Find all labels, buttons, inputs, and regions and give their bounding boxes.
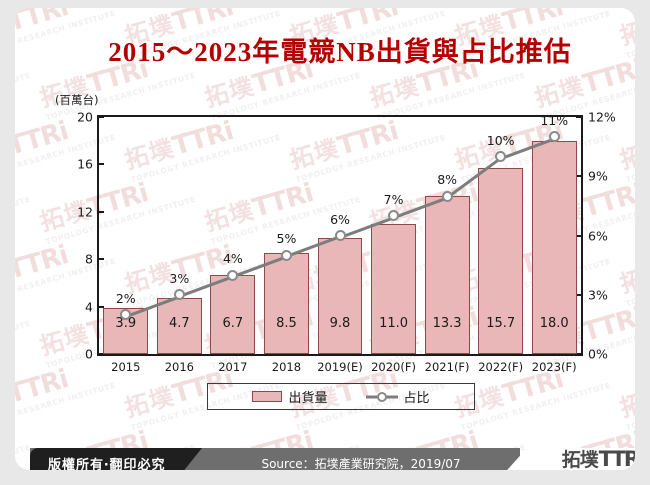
y-axis-tick-mark: [99, 210, 104, 213]
bar-2016: 4.7: [156, 298, 202, 354]
line-value-label: 5%: [276, 231, 297, 247]
legend-line-label: 占比: [403, 391, 430, 406]
plot-inner: 0 4 8 12 16 20 0% 3% 6% 9% 12% 3.9 4.7 6.7 8.5 9.8 11.0 1…: [77, 110, 616, 362]
page-title: 2015～2023年電競NB出貨與占比推估: [108, 37, 572, 67]
line-value-label: 7%: [383, 191, 404, 207]
bar-value-label: 13.3: [432, 316, 462, 331]
x-axis-tick-label: 2018: [271, 360, 302, 374]
bar-value-label: 15.7: [486, 316, 516, 331]
line-value-label: 3%: [169, 270, 190, 286]
x-axis-tick-label: 2022(F): [478, 360, 524, 374]
bar-2021(F): 13.3: [424, 196, 470, 354]
bar-value-label: 3.9: [115, 316, 137, 331]
line-value-label: 8%: [437, 172, 458, 187]
bar-2022(F): 15.7: [478, 167, 524, 354]
x-axis-tick-label: 2023(F): [531, 360, 577, 374]
footer-copyright-banner: 版權所有‧翻印必究: [30, 448, 202, 470]
line-marker-2017: [227, 269, 239, 281]
bar-2020(F): 11.0: [371, 223, 417, 354]
line-value-label: 6%: [330, 211, 350, 227]
x-axis-tick-label: 2021(F): [424, 360, 470, 374]
footer-source-text: Source：拓墣產業研究院，2019/07: [261, 456, 461, 471]
bar-2018: 8.5: [263, 253, 309, 354]
y-axis-tick-mark: [99, 353, 104, 355]
footer-bar: Source：拓墣產業研究院，2019/07 版權所有‧翻印必究 拓墣 TTRi…: [30, 448, 635, 470]
y2-axis-tick-label: 12%: [588, 109, 616, 125]
footer-copyright-text: 版權所有‧翻印必究: [48, 457, 166, 471]
legend-marker-icon: [376, 391, 387, 402]
chart-area: (百萬台) 0 4 8 12 16 20 0% 3% 6% 9% 12% 3.9 4.7 6.7 8.5 9.…: [15, 8, 635, 470]
plot-area: 0 4 8 12 16 20 0% 3% 6% 9% 12% 3.9 4.7 6.7 8.5 9.8 11.0 1…: [77, 110, 616, 362]
legend-bar-swatch-icon: [252, 391, 283, 402]
tri-logo-en: TTRi: [598, 447, 635, 470]
footer-logo-plate: [500, 448, 635, 470]
y2-axis-tick-label: 0%: [588, 346, 608, 362]
legend-line-icon: [366, 391, 398, 402]
x-axis-tick-label: 2015: [111, 360, 141, 374]
bar-value-label: 8.5: [276, 316, 297, 331]
bar-2015: 3.9: [103, 307, 149, 354]
line-marker-2020(F): [388, 210, 400, 222]
bar-2019(E): 9.8: [317, 237, 363, 354]
legend-bar-label: 出貨量: [288, 391, 328, 406]
bar-value-label: 18.0: [539, 316, 569, 331]
y2-axis-tick-mark: [576, 293, 581, 296]
y-axis-tick-label: 12: [77, 204, 93, 220]
y2-axis-tick-mark: [576, 116, 581, 118]
x-axis-tick-label: 2016: [164, 360, 194, 374]
bar-value-label: 4.7: [168, 316, 190, 331]
tri-logo-wordmark: 拓墣 TTRi: [562, 449, 635, 470]
legend-item-shipment: 出貨量: [252, 387, 328, 406]
bar-value-label: 9.8: [329, 316, 351, 331]
line-marker-2018: [280, 249, 292, 261]
y-axis-tick-label: 8: [85, 251, 93, 267]
tri-logo: 拓墣 TTRi TOPOLOGY RESEARCH INSTITUTE: [550, 449, 635, 470]
legend-item-share: 占比: [366, 387, 430, 406]
y-axis-unit-label: (百萬台): [55, 93, 99, 107]
chart-legend: 出貨量 占比: [207, 383, 475, 410]
y-axis-tick-mark: [99, 163, 104, 166]
line-value-label: 2%: [115, 290, 136, 306]
tri-logo-cn: 拓墣: [561, 449, 599, 470]
x-axis-tick-label: 2020(F): [371, 360, 416, 374]
y2-axis-tick-mark: [576, 175, 581, 178]
line-value-label: 4%: [222, 251, 243, 266]
y-axis-tick-label: 20: [77, 109, 93, 125]
bar-2017: 6.7: [210, 274, 256, 354]
line-marker-2021(F): [441, 190, 453, 202]
y2-axis-tick-label: 3%: [588, 287, 608, 303]
line-marker-2023(F): [548, 131, 560, 143]
line-marker-2015: [120, 309, 132, 320]
x-axis-tick-label: 2017: [218, 360, 248, 374]
line-marker-2022(F): [495, 151, 507, 162]
bar-value-label: 6.7: [222, 316, 244, 331]
line-marker-2016: [173, 289, 185, 301]
line-value-label: 11%: [540, 112, 569, 128]
line-marker-2019(E): [334, 230, 346, 241]
x-axis-tick-label: 2019(E): [317, 360, 363, 374]
y-axis-tick-label: 16: [77, 156, 93, 172]
y2-axis-tick-label: 6%: [588, 228, 608, 243]
y2-axis-tick-label: 9%: [588, 168, 608, 184]
y-axis-tick-label: 4: [85, 299, 93, 315]
line-value-label: 10%: [486, 132, 515, 148]
y-axis-tick-mark: [99, 305, 104, 308]
y-axis-tick-mark: [99, 116, 104, 118]
bar-2023(F): 18.0: [531, 140, 577, 354]
y2-axis-tick-mark: [576, 353, 581, 355]
bar-value-label: 11.0: [379, 316, 409, 331]
y-axis-tick-label: 0: [85, 346, 93, 362]
y-axis-tick-mark: [99, 258, 104, 261]
y2-axis-tick-mark: [576, 234, 581, 237]
